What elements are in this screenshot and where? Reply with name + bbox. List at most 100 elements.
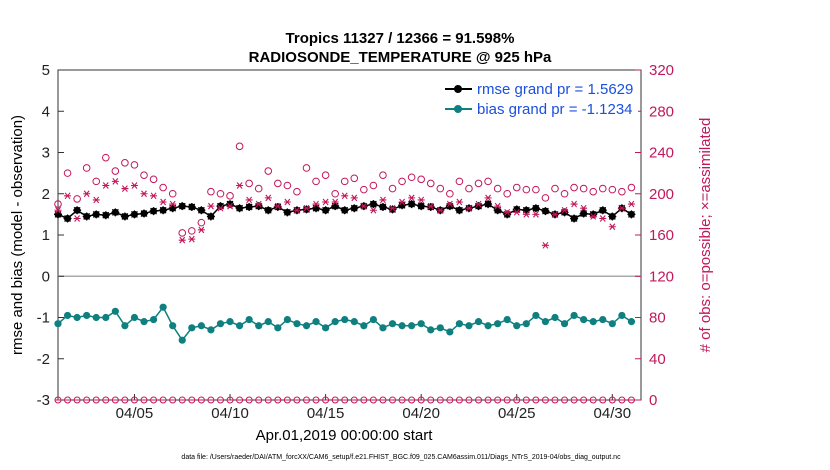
y-right-tick-label: 320 — [649, 62, 674, 79]
y-axis-label: rmse and bias (model - observation) — [9, 115, 26, 355]
assimilated-obs-point — [427, 202, 435, 210]
assimilated-obs-point — [561, 206, 569, 214]
y-right-tick-label: 280 — [649, 103, 674, 120]
rmse-star — [388, 205, 397, 214]
possible-obs-point — [608, 185, 617, 194]
rmse-star — [302, 205, 311, 214]
rmse-star — [493, 206, 502, 215]
possible-obs-point — [512, 183, 521, 192]
possible-obs-point — [579, 184, 588, 193]
assimilated-obs-point — [226, 202, 234, 210]
rmse-star — [226, 200, 235, 209]
bias-point — [446, 328, 454, 336]
assimilated-obs-point — [302, 204, 310, 212]
bias-point — [474, 318, 483, 326]
possible-obs-point — [446, 189, 454, 198]
assimilated-obs-point — [216, 204, 224, 212]
bias-point — [551, 313, 559, 322]
assimilated-obs-point — [484, 194, 492, 202]
possible-obs-point — [254, 184, 263, 193]
possible-obs-point — [235, 142, 244, 151]
assimilated-obs-point — [178, 236, 186, 244]
possible-obs-point — [140, 171, 148, 179]
bias-point — [140, 318, 148, 326]
possible-obs-point — [168, 189, 177, 198]
possible-obs-point — [522, 185, 531, 194]
possible-obs-point — [331, 189, 339, 198]
possible-obs-point — [417, 175, 425, 184]
bias-point — [73, 313, 81, 322]
possible-obs-point — [398, 177, 406, 186]
rmse-star — [484, 200, 493, 209]
assimilated-obs-point — [408, 194, 416, 202]
assimilated-obs-point — [341, 192, 349, 200]
possible-obs-point — [245, 179, 253, 188]
assimilated-obs-point — [389, 204, 397, 212]
possible-obs-point — [312, 177, 320, 186]
assimilated-obs-point — [169, 200, 177, 208]
rmse-star — [503, 210, 512, 219]
possible-obs-point — [407, 173, 416, 182]
rmse-star — [149, 207, 158, 216]
data-file-footnote: data file: /Users/raeder/DAI/ATM_forcXX/… — [181, 454, 621, 461]
x-tick-label: 04/05 — [116, 405, 154, 422]
rmse-star — [63, 214, 72, 223]
rmse-star — [340, 206, 349, 215]
rmse-star — [350, 204, 359, 213]
possible-obs-point — [264, 167, 273, 175]
possible-obs-point — [73, 195, 81, 203]
bias-point — [322, 324, 330, 332]
bias-point — [398, 322, 406, 330]
possible-obs-point — [551, 184, 559, 193]
possible-obs-point — [570, 183, 578, 192]
assimilated-obs-point — [465, 204, 473, 212]
assimilated-obs-point — [255, 200, 263, 208]
rmse-star — [455, 206, 464, 215]
y-right-tick-label: 160 — [649, 227, 674, 244]
possible-obs-point — [111, 167, 120, 175]
possible-obs-point — [293, 187, 301, 196]
rmse-star — [312, 204, 321, 213]
rmse-star — [54, 210, 62, 219]
bias-point — [408, 322, 416, 330]
bias-point — [293, 320, 301, 328]
legend-rmse-marker — [454, 85, 462, 93]
possible-obs-point — [369, 181, 378, 190]
possible-obs-point — [484, 177, 492, 186]
assimilated-obs-point — [73, 215, 81, 222]
bias-point — [188, 324, 196, 332]
possible-obs-point — [532, 185, 540, 194]
rmse-star — [168, 204, 177, 213]
legend-box — [440, 76, 638, 120]
assimilated-obs-point — [274, 202, 282, 210]
rmse-star — [407, 200, 416, 209]
bias-point — [388, 320, 397, 328]
bias-point — [274, 324, 282, 332]
y-tick-label: -2 — [37, 351, 50, 368]
bias-point — [63, 311, 72, 320]
x-tick-label: 04/15 — [307, 405, 345, 422]
possible-obs-point — [283, 181, 292, 190]
possible-obs-point — [503, 189, 511, 198]
rmse-star — [531, 204, 540, 213]
y-tick-label: 5 — [42, 62, 50, 79]
assimilated-obs-point — [503, 208, 511, 216]
y-tick-label: -1 — [37, 310, 50, 327]
rmse-star — [579, 209, 588, 218]
bias-point — [513, 322, 521, 330]
y-tick-label: -3 — [37, 392, 50, 409]
assimilated-obs-point — [446, 200, 454, 208]
rmse-star — [560, 208, 569, 217]
possible-obs-point — [493, 184, 502, 193]
assimilated-obs-point — [360, 202, 368, 210]
bias-point — [92, 313, 100, 322]
rmse-star — [522, 206, 531, 215]
assimilated-obs-point — [398, 198, 406, 206]
bias-point — [130, 313, 139, 322]
assimilated-obs-point — [54, 206, 62, 214]
rmse-star — [589, 210, 598, 219]
rmse-star — [331, 202, 340, 211]
rmse-star — [283, 208, 292, 217]
y-right-tick-label: 40 — [649, 351, 666, 368]
assimilated-obs-point — [599, 215, 607, 222]
